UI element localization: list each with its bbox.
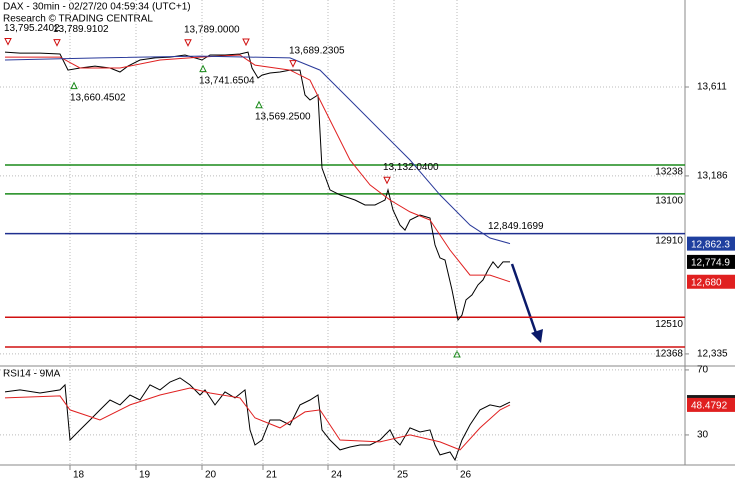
- level-label: 13100: [655, 196, 683, 207]
- x-tick-label: 21: [266, 470, 278, 480]
- y-tick-label: 30: [697, 430, 709, 441]
- high-marker: [383, 176, 391, 185]
- low-marker: [199, 64, 207, 73]
- x-tick-label: 18: [73, 470, 85, 480]
- annotation-label: 13,741.6504: [199, 75, 255, 86]
- annotation-label: 13,132.0400: [383, 162, 439, 173]
- value-tag: [687, 397, 735, 412]
- annotation-label: 13,689.2305: [289, 45, 345, 56]
- high-marker: [184, 39, 192, 47]
- rsi-title: RSI14 - 9MA: [3, 369, 61, 380]
- value-tag: [687, 274, 735, 289]
- value-tag-label: 48.4792: [691, 401, 728, 412]
- high-marker: [53, 39, 61, 47]
- value-tag-label: 12,862.3: [691, 239, 730, 250]
- level-label: 12910: [655, 235, 683, 246]
- series-line: [5, 54, 511, 283]
- annotation-label: 13,660.4502: [70, 92, 126, 103]
- x-tick-label: 26: [460, 470, 472, 480]
- y-tick-label: 13,186: [697, 171, 728, 182]
- value-tag: [687, 236, 735, 251]
- x-tick-label: 20: [205, 470, 217, 480]
- level-label: 12510: [655, 319, 683, 330]
- high-marker: [242, 38, 250, 47]
- series-line: [4, 387, 511, 451]
- annotation-label: 13,795.2402: [4, 23, 60, 34]
- forecast-arrow: [510, 263, 543, 343]
- low-marker: [70, 81, 78, 90]
- series-line: [4, 55, 511, 245]
- annotation-label: 12,849.1699: [488, 221, 544, 232]
- x-tick-label: 25: [397, 470, 409, 480]
- y-tick-label: 70: [697, 365, 709, 376]
- low-marker: [255, 100, 263, 109]
- annotation-label: 13,569.2500: [255, 111, 311, 122]
- value-tag: [687, 254, 735, 269]
- high-marker: [289, 60, 297, 68]
- annotation-label: 13,789.0000: [184, 24, 240, 35]
- chart-title: DAX - 30min - 02/27/20 04:59:34 (UTC+1): [3, 2, 191, 13]
- value-tag-label: 12,774.9: [691, 258, 730, 269]
- high-marker: [4, 37, 12, 46]
- annotation-label: 13,789.9102: [53, 24, 109, 35]
- level-label: 12368: [655, 349, 683, 360]
- x-tick-label: 19: [139, 470, 151, 480]
- value-tag-label: 12,680: [691, 277, 722, 288]
- level-label: 13238: [655, 167, 683, 178]
- y-tick-label: 13,611: [697, 82, 727, 93]
- y-tick-label: 12,335: [697, 349, 728, 360]
- chart-subtitle: Research © TRADING CENTRAL: [3, 14, 153, 25]
- x-tick-label: 24: [331, 470, 343, 480]
